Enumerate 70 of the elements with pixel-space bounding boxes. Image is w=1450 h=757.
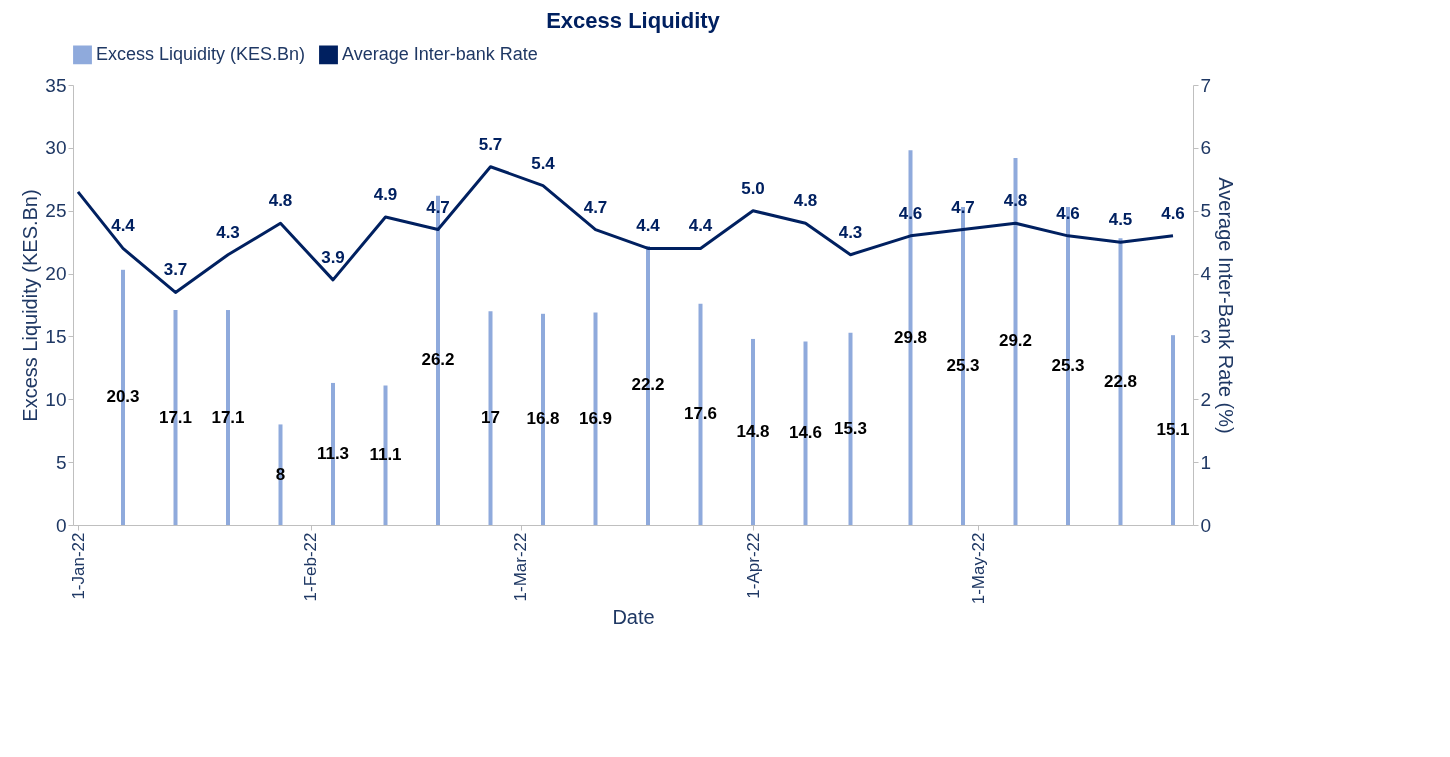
data-label: 4.7 [583, 197, 608, 217]
data-label: 8 [275, 464, 286, 484]
y2-tick-label: 5 [1200, 200, 1212, 222]
data-label: 11.1 [369, 445, 402, 465]
y2-tick-label: 6 [1200, 137, 1212, 159]
data-label: 4.4 [688, 216, 713, 236]
data-label: 4.8 [793, 191, 818, 211]
data-label: 15.3 [833, 418, 868, 438]
data-label: 4.3 [838, 222, 863, 242]
data-label: 16.8 [526, 409, 560, 429]
data-label: 4.7 [426, 197, 450, 217]
data-label: 14.6 [788, 423, 823, 443]
data-label: 4.6 [898, 203, 923, 223]
data-label: 14.8 [736, 421, 770, 441]
legend-label: Excess Liquidity (KES.Bn) [96, 43, 306, 64]
y2-tick-label: 3 [1200, 325, 1212, 347]
y-tick-label: 30 [45, 137, 67, 159]
y-tick-label: 35 [45, 74, 67, 96]
y-tick-label: 0 [55, 514, 67, 536]
x-tick-label: 1-Apr-22 [743, 532, 763, 599]
data-label: 5.0 [741, 178, 765, 198]
y2-tick-label: 1 [1200, 451, 1212, 473]
data-label: 25.3 [1051, 355, 1085, 375]
data-label: 22.2 [631, 375, 665, 395]
data-label: 29.8 [893, 327, 928, 347]
y2-axis-title: Average Inter-Bank Rate (%) [1215, 177, 1238, 434]
data-label: 4.8 [1003, 191, 1028, 211]
x-tick-label: 1-Mar-22 [511, 532, 530, 602]
data-label: 4.9 [373, 185, 398, 204]
data-label: 15.1 [1156, 420, 1190, 440]
x-tick-label: 1-Feb-22 [301, 532, 320, 602]
data-label: 11.3 [316, 443, 350, 463]
data-label: 5.7 [478, 134, 503, 154]
data-label: 4.6 [1161, 203, 1185, 223]
y-tick-label: 20 [45, 263, 67, 285]
legend-label: Average Inter-bank Rate [342, 43, 538, 64]
x-axis-title: Date [612, 606, 655, 629]
data-label: 4.3 [216, 222, 240, 242]
data-label: 4.8 [268, 191, 293, 211]
data-label: 4.4 [111, 216, 136, 236]
data-label: 4.6 [1056, 203, 1080, 223]
data-label: 4.7 [951, 197, 975, 217]
y2-tick-label: 2 [1200, 388, 1212, 410]
data-label: 17 [481, 408, 500, 428]
data-label: 20.3 [106, 387, 140, 407]
data-label: 25.3 [946, 355, 980, 375]
data-label: 4.5 [1108, 210, 1133, 230]
data-label: 17.1 [158, 407, 193, 427]
y-tick-label: 5 [55, 451, 67, 473]
y2-tick-label: 4 [1200, 263, 1212, 285]
data-label: 17.6 [683, 404, 718, 424]
data-label: 29.2 [998, 331, 1033, 351]
y-tick-label: 15 [45, 325, 67, 347]
data-label: 16.9 [578, 408, 613, 428]
y-tick-label: 25 [45, 200, 67, 222]
chart-title: Excess Liquidity [546, 8, 721, 33]
y2-tick-label: 0 [1200, 514, 1212, 536]
data-label: 3.9 [321, 247, 345, 267]
y2-tick-label: 7 [1200, 74, 1212, 96]
y-tick-label: 10 [45, 388, 67, 410]
x-tick-label: 1-Jan-22 [68, 532, 88, 600]
bar [278, 424, 283, 525]
data-label: 3.7 [163, 260, 188, 280]
y-axis-title: Excess Liquidity (KES.Bn) [19, 189, 42, 422]
data-label: 26.2 [421, 350, 455, 370]
data-label: 5.4 [531, 153, 556, 173]
data-label: 22.8 [1103, 371, 1138, 391]
data-label: 17.1 [211, 407, 245, 427]
data-label: 4.4 [636, 216, 661, 236]
x-tick-label: 1-May-22 [968, 532, 988, 605]
